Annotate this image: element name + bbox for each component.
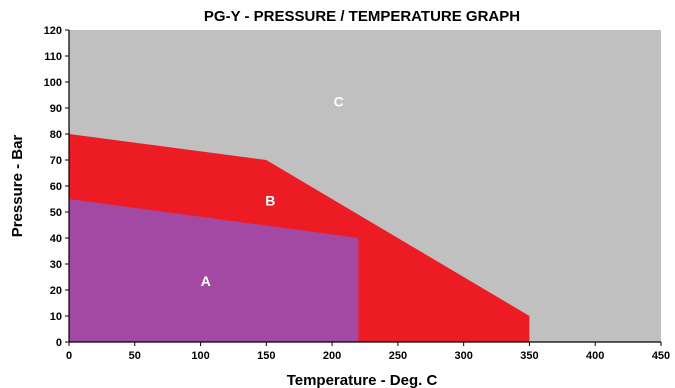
y-tick-label: 20 (50, 285, 62, 297)
y-tick-label: 60 (50, 181, 62, 193)
y-tick-label: 0 (56, 337, 62, 349)
x-tick-label: 250 (389, 350, 407, 362)
y-tick-label: 30 (50, 259, 62, 271)
plot-regions: C B A (69, 30, 661, 342)
x-axis-title: Temperature - Deg. C (287, 372, 438, 388)
y-tick-label: 70 (50, 155, 62, 167)
x-tick-label: 350 (520, 350, 538, 362)
y-tick-label: 50 (50, 207, 62, 219)
x-tick-label: 200 (323, 350, 341, 362)
y-tick-label: 100 (44, 77, 62, 89)
x-tick-label: 100 (191, 350, 209, 362)
y-axis-title: Pressure - Bar (9, 135, 26, 238)
y-tick-label: 80 (50, 129, 62, 141)
region-label-c: C (334, 94, 344, 110)
y-tick-label: 110 (44, 51, 62, 63)
x-axis-ticks: 0 50 100 150 200 250 300 350 400 450 (66, 342, 670, 362)
y-tick-label: 120 (44, 25, 62, 37)
x-tick-label: 150 (257, 350, 275, 362)
y-axis-ticks: 0 10 20 30 40 50 60 70 80 90 100 110 120 (44, 25, 69, 349)
y-tick-label: 10 (50, 311, 62, 323)
x-tick-label: 50 (129, 350, 141, 362)
y-tick-label: 90 (50, 103, 62, 115)
y-tick-label: 40 (50, 233, 62, 245)
x-tick-label: 0 (66, 350, 72, 362)
region-a (69, 199, 359, 342)
region-label-a: A (201, 273, 211, 289)
x-tick-label: 450 (652, 350, 670, 362)
chart-title: PG-Y - PRESSURE / TEMPERATURE GRAPH (204, 8, 520, 25)
x-tick-label: 300 (454, 350, 472, 362)
region-label-b: B (265, 192, 275, 208)
x-tick-label: 400 (586, 350, 604, 362)
